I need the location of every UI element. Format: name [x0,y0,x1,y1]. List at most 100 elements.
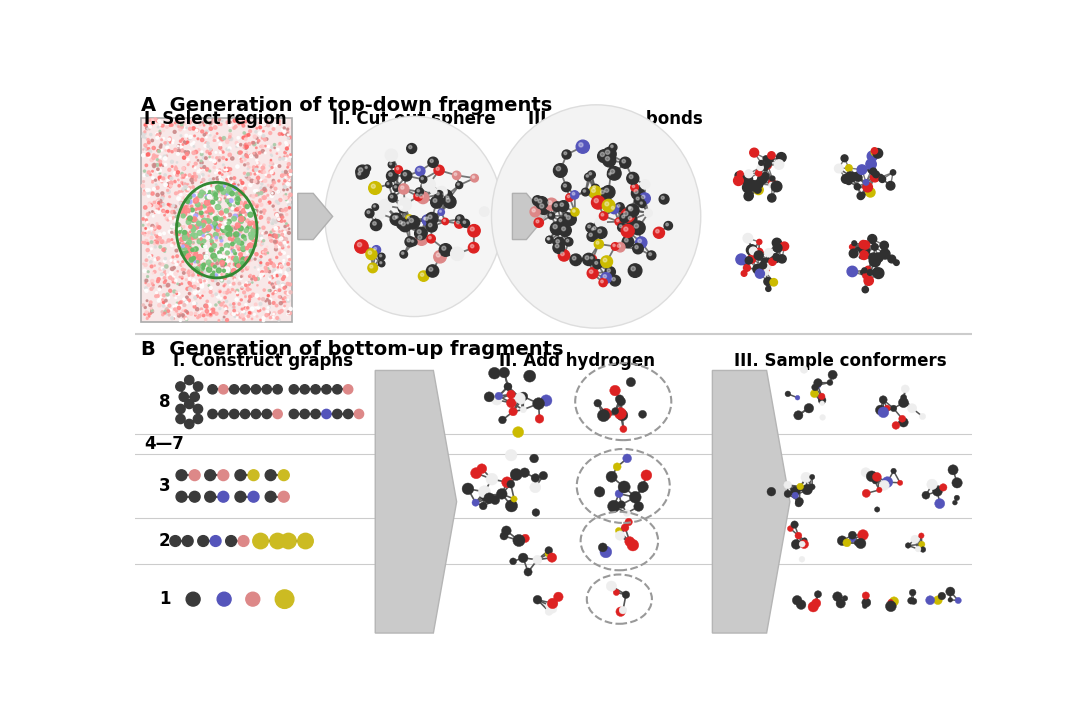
Circle shape [268,306,270,309]
Circle shape [390,163,392,165]
Circle shape [407,216,409,218]
Circle shape [874,253,883,262]
Circle shape [233,186,237,188]
Circle shape [194,235,197,236]
Circle shape [215,216,219,220]
Circle shape [195,198,199,200]
Circle shape [187,240,191,245]
Circle shape [224,272,226,275]
Text: 8: 8 [159,393,171,411]
Circle shape [241,287,243,289]
Circle shape [795,498,804,506]
Circle shape [171,239,173,240]
Circle shape [402,252,404,255]
Circle shape [189,287,192,291]
Circle shape [256,147,257,148]
Circle shape [190,285,192,287]
Circle shape [260,256,261,257]
Circle shape [356,170,365,179]
Circle shape [289,170,292,173]
Circle shape [215,293,217,295]
Circle shape [168,123,172,126]
Circle shape [280,237,283,240]
Circle shape [396,168,399,170]
Circle shape [190,240,191,242]
Circle shape [153,163,156,166]
Circle shape [246,219,249,222]
Circle shape [231,313,233,315]
Circle shape [175,192,177,195]
Circle shape [638,481,648,492]
Circle shape [262,209,266,212]
Circle shape [186,593,200,606]
Circle shape [281,128,283,130]
Circle shape [855,247,862,255]
Circle shape [160,176,161,178]
Circle shape [213,272,215,275]
Circle shape [606,157,609,160]
Circle shape [222,137,226,140]
Circle shape [212,244,216,248]
Circle shape [373,204,378,210]
Circle shape [177,261,179,263]
Circle shape [181,214,185,218]
Circle shape [354,409,364,419]
Circle shape [227,195,230,198]
Circle shape [784,481,792,489]
Circle shape [631,267,635,271]
Circle shape [153,201,156,204]
Circle shape [207,200,211,202]
Circle shape [172,261,174,263]
Circle shape [278,218,280,220]
Circle shape [237,261,240,265]
Circle shape [645,209,652,217]
Circle shape [171,244,173,247]
Circle shape [258,176,259,178]
Circle shape [253,153,256,156]
Circle shape [228,213,231,217]
Circle shape [218,319,219,322]
Circle shape [193,174,197,176]
Circle shape [254,267,256,268]
Circle shape [472,176,475,178]
Circle shape [743,182,753,193]
Circle shape [200,272,203,275]
Circle shape [198,175,201,178]
Circle shape [195,268,197,270]
Circle shape [254,243,256,245]
Circle shape [244,228,248,232]
Circle shape [225,308,227,309]
Circle shape [285,147,288,150]
Circle shape [264,179,267,183]
Circle shape [284,196,287,200]
Circle shape [368,251,372,255]
Circle shape [275,214,279,217]
Circle shape [211,240,213,242]
Circle shape [214,193,217,196]
Circle shape [368,182,381,195]
Circle shape [610,145,613,148]
Circle shape [288,180,291,182]
Circle shape [147,138,149,141]
Circle shape [268,217,270,220]
Circle shape [457,217,460,220]
Circle shape [226,140,229,143]
Circle shape [231,230,233,232]
Circle shape [242,210,243,212]
Circle shape [260,120,264,123]
Circle shape [283,178,285,180]
Circle shape [559,225,571,237]
Circle shape [624,537,635,546]
Circle shape [210,287,213,289]
Circle shape [177,283,178,284]
Circle shape [629,217,632,220]
Circle shape [265,121,267,123]
Circle shape [873,171,879,178]
Circle shape [198,264,201,267]
Circle shape [210,225,214,228]
Circle shape [201,270,203,272]
Circle shape [208,178,212,182]
Circle shape [185,231,187,232]
Circle shape [241,192,243,194]
Circle shape [177,145,178,147]
